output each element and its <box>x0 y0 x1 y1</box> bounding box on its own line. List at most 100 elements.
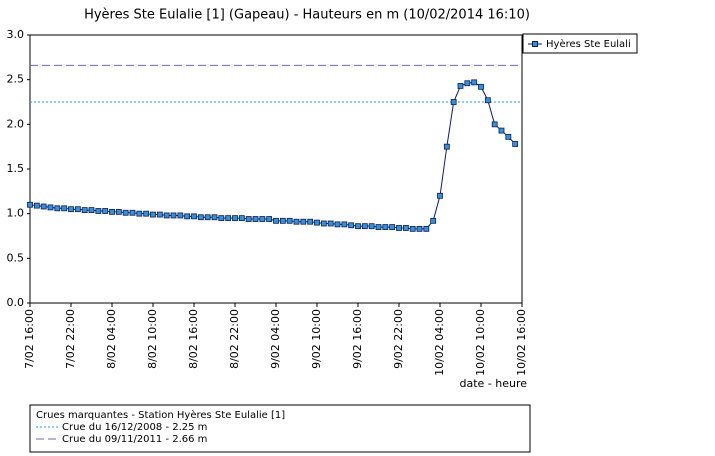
reference-legend-label: Crue du 09/11/2011 - 2.66 m <box>62 434 207 445</box>
data-point <box>218 215 225 222</box>
data-point <box>40 203 47 210</box>
x-tick-label: 8/02 04:00 <box>105 309 118 369</box>
x-tick-label: 7/02 22:00 <box>64 309 77 369</box>
data-point <box>307 218 314 225</box>
data-point <box>361 223 368 230</box>
data-point <box>88 207 95 213</box>
data-point <box>375 224 382 230</box>
y-tick-label: 1.0 <box>7 207 25 220</box>
data-point <box>122 209 129 216</box>
data-point <box>443 143 450 150</box>
data-point <box>286 217 293 224</box>
x-tick-label: 9/02 04:00 <box>269 309 282 369</box>
x-axis-title: date - heure <box>459 377 527 390</box>
y-tick-label: 2.0 <box>7 117 25 130</box>
data-point <box>245 216 252 222</box>
x-tick-label: 8/02 22:00 <box>228 309 241 369</box>
data-point <box>478 83 484 90</box>
data-point <box>273 217 279 224</box>
x-tick-label: 9/02 16:00 <box>351 309 364 369</box>
data-point <box>197 214 204 221</box>
data-point <box>143 210 150 217</box>
data-point <box>232 215 238 222</box>
data-point <box>430 217 437 224</box>
y-tick-label: 0.0 <box>7 296 25 309</box>
data-point <box>136 210 143 217</box>
data-point <box>109 208 115 215</box>
legend-swatch <box>532 41 538 47</box>
data-point <box>163 212 170 219</box>
data-point <box>225 215 232 222</box>
x-tick-label: 9/02 10:00 <box>310 309 323 369</box>
data-point <box>74 206 81 213</box>
data-point <box>341 221 348 228</box>
data-point <box>47 204 54 211</box>
data-point <box>512 141 519 147</box>
data-point <box>259 216 266 222</box>
data-point <box>409 225 416 232</box>
y-tick-label: 2.5 <box>7 73 25 86</box>
data-point <box>320 220 327 227</box>
data-point <box>61 205 68 212</box>
y-tick-label: 1.5 <box>7 162 25 175</box>
data-point <box>396 225 402 231</box>
data-point <box>238 215 245 222</box>
data-point <box>314 219 320 226</box>
data-point <box>437 192 443 199</box>
data-point <box>184 213 191 220</box>
data-point <box>211 214 218 221</box>
data-point <box>33 202 40 209</box>
data-point <box>170 212 177 219</box>
y-tick-label: 0.5 <box>7 251 25 264</box>
data-point <box>382 224 389 230</box>
data-point <box>54 205 61 212</box>
data-point <box>27 201 33 208</box>
data-point <box>300 218 307 225</box>
data-point <box>156 211 163 218</box>
data-point <box>129 209 136 216</box>
x-tick-label: 9/02 22:00 <box>392 309 405 369</box>
data-point <box>491 121 498 128</box>
data-point <box>95 208 102 214</box>
data-point <box>177 212 184 219</box>
data-point <box>464 80 471 87</box>
data-point <box>402 225 409 231</box>
data-point <box>252 216 259 222</box>
legend-label: Hyères Ste Eulali <box>546 38 631 50</box>
data-point <box>279 217 286 224</box>
data-point <box>368 223 375 230</box>
data-point <box>102 208 109 214</box>
data-point <box>471 79 478 86</box>
data-point <box>457 83 464 89</box>
plot-area <box>29 34 523 304</box>
data-point <box>498 127 505 134</box>
data-point <box>389 224 396 230</box>
data-point <box>484 97 491 104</box>
reference-legend <box>29 404 531 453</box>
chart-title: Hyères Ste Eulalie [1] (Gapeau) - Hauteu… <box>84 8 530 23</box>
data-point <box>348 222 355 229</box>
y-tick-label: 3.0 <box>7 28 25 41</box>
data-point <box>68 206 74 213</box>
data-point <box>423 225 430 232</box>
x-tick-label: 8/02 10:00 <box>146 309 159 369</box>
data-point <box>416 225 423 232</box>
reference-title: Crues marquantes - Station Hyères Ste Eu… <box>36 409 285 421</box>
data-point <box>355 223 361 230</box>
reference-legend-label: Crue du 16/12/2008 - 2.25 m <box>62 422 207 433</box>
legend <box>522 33 638 54</box>
x-tick-label: 7/02 16:00 <box>23 309 36 369</box>
data-point <box>115 208 122 215</box>
data-point <box>505 133 512 140</box>
data-point <box>293 218 300 225</box>
x-tick-label: 10/02 10:00 <box>474 309 487 376</box>
data-point <box>450 99 457 105</box>
x-tick-label: 10/02 16:00 <box>515 309 528 376</box>
data-point <box>150 211 156 218</box>
x-tick-label: 10/02 04:00 <box>433 309 446 376</box>
data-point <box>81 207 88 213</box>
data-point <box>204 214 211 221</box>
data-point <box>334 221 341 228</box>
data-point <box>327 220 334 227</box>
